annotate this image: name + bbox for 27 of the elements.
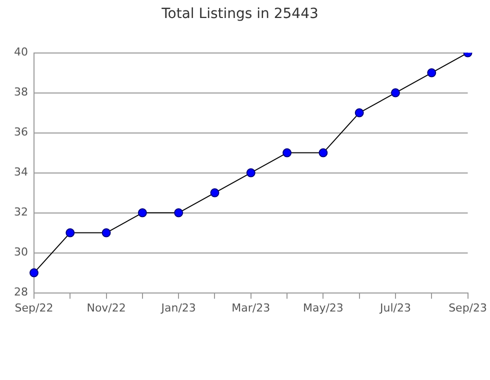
point [427, 68, 436, 78]
y-tick-label: 36 [14, 126, 28, 139]
point [354, 108, 364, 118]
point [210, 188, 220, 198]
point [102, 228, 111, 238]
point [390, 88, 400, 98]
x-tick-label: Sep/22 [14, 301, 54, 314]
x-tick-label: Mar/23 [232, 301, 270, 314]
point [318, 148, 328, 158]
chart-title: Total Listings in 25443 [160, 6, 318, 22]
point [282, 148, 292, 158]
point [66, 228, 75, 238]
x-tick-label: Jan/23 [160, 301, 196, 314]
x-tick-label: May/23 [302, 301, 344, 314]
y-tick-label: 30 [14, 246, 28, 259]
y-tick-label: 28 [14, 286, 28, 299]
y-tick-label: 34 [14, 166, 28, 179]
point [29, 268, 38, 278]
point [174, 208, 184, 218]
x-tick-label: Nov/22 [86, 301, 126, 314]
y-tick-label: 40 [14, 46, 28, 59]
x-tick-label: Jul/23 [378, 301, 411, 314]
y-tick-label: 32 [14, 206, 28, 219]
y-tick-label: 38 [14, 86, 28, 99]
point [138, 208, 147, 218]
point [246, 168, 256, 178]
x-tick-label: Sep/23 [448, 301, 487, 314]
